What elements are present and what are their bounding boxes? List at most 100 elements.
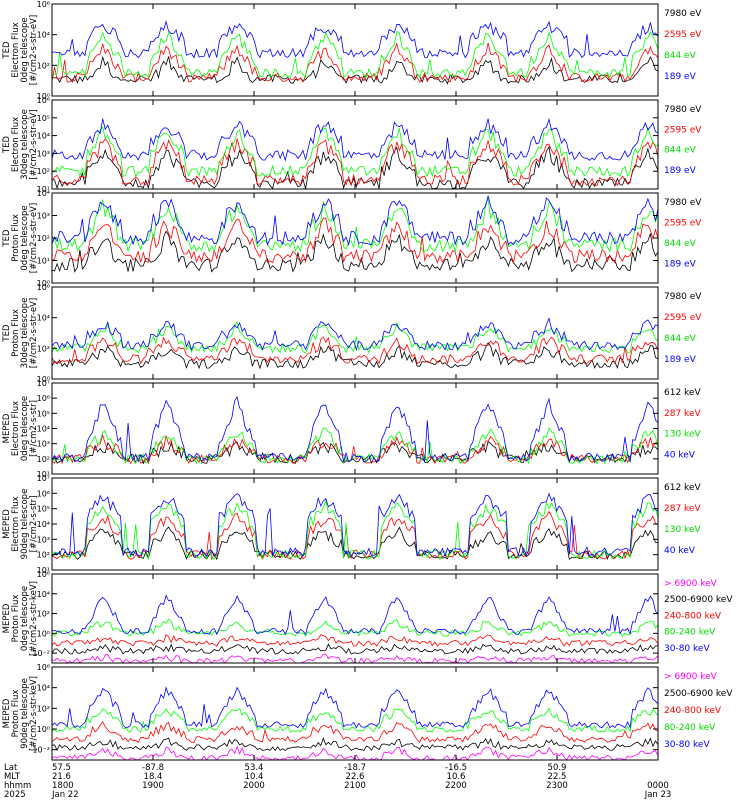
series-line-2	[51, 336, 659, 365]
legend-entry: 2500-6900 keV	[664, 595, 733, 605]
series-line-3	[51, 633, 659, 647]
series-line-5	[51, 594, 659, 636]
legend-entry: 7980 eV	[664, 9, 702, 19]
y-axis-label: TED	[2, 135, 12, 154]
y-tick-label: 10⁵	[37, 409, 50, 418]
y-tick-label: 10¹	[37, 257, 50, 266]
series-line-4	[51, 317, 659, 352]
x-tick-label: 2200	[445, 781, 467, 791]
x-tick-label: 2000	[243, 781, 265, 791]
series-line-3	[51, 426, 659, 465]
series-line-4	[51, 707, 659, 733]
x-tick-label: 10.6	[447, 772, 466, 782]
x-tick-label: 10.4	[245, 772, 264, 782]
x-tick-label: 22.5	[548, 772, 567, 782]
y-tick-label: 10⁰	[37, 725, 50, 734]
y-axis-label: 0deg telescope	[20, 205, 30, 270]
series-line-2	[51, 42, 659, 84]
series-line-4	[51, 20, 659, 59]
x-row-label: MLT	[4, 772, 21, 782]
legend-entry: 189 eV	[664, 355, 697, 365]
legend-entry: 287 keV	[664, 409, 701, 419]
y-tick-label: 10⁴	[37, 684, 50, 693]
series-line-2	[51, 510, 659, 561]
series-line-5	[51, 686, 659, 729]
y-tick-label: 10³	[37, 535, 50, 544]
legend-entry: 80-240 keV	[664, 628, 716, 638]
panel-5: 10¹ 10² 10³ 10⁴ 10⁵ 10⁶ 10⁷ MEPED Electron Flux 0…	[2, 379, 701, 479]
series-line-1	[51, 230, 659, 273]
y-tick-label: 10⁰	[37, 629, 50, 638]
legend-entry: 240-800 keV	[664, 706, 722, 716]
y-tick-label: 10²	[37, 551, 50, 560]
x-tick-label: 18.4	[144, 772, 163, 782]
series-line-1	[51, 526, 659, 561]
legend-entry: 189 eV	[664, 166, 697, 176]
y-tick-label: 10⁷	[37, 474, 50, 483]
y-axis-label: Electron Flux	[11, 496, 21, 551]
x-row-label: Lat	[4, 763, 18, 773]
y-tick-label: 10¹	[37, 185, 50, 194]
panel-6: 10¹ 10² 10³ 10⁴ 10⁵ 10⁶ 10⁷ MEPED Electron Flux 9…	[2, 474, 701, 575]
y-tick-label: 10⁶	[37, 0, 50, 9]
legend-entry: 7980 eV	[664, 292, 702, 302]
y-axis-label: Proton Flux	[11, 595, 21, 643]
y-tick-label: 10²	[37, 167, 50, 176]
legend-entry: 130 keV	[664, 430, 701, 440]
y-axis-label: MEPED	[2, 603, 12, 633]
y-tick-label: 10²	[37, 61, 50, 70]
y-axis-label: Electron Flux	[11, 117, 21, 172]
x-tick-label: 1900	[142, 781, 164, 791]
legend-entry: 287 keV	[664, 504, 701, 514]
legend-entry: > 6900 keV	[664, 579, 718, 589]
x-tick-label: 1800	[52, 781, 74, 791]
legend-entry: 240-800 keV	[664, 611, 722, 621]
legend-entry: 2595 eV	[664, 313, 702, 323]
legend-entry: 80-240 keV	[664, 723, 716, 733]
panel-8: 10⁻² 10⁰ 10² 10⁴ 10⁶ MEPED Proton Flux 90deg te…	[2, 663, 733, 761]
x-tick-label: 50.9	[548, 763, 567, 773]
x-tick-label: -18.7	[344, 763, 366, 773]
legend-entry: 2595 eV	[664, 219, 702, 229]
y-axis-label: [#/cm2-s-str-keV]	[29, 581, 39, 656]
legend-entry: 189 eV	[664, 72, 697, 82]
y-axis-label: TED	[2, 229, 12, 248]
y-axis-label: [#/cm2-s-str]	[29, 496, 39, 553]
y-axis-label: 30deg telescope	[20, 298, 30, 369]
y-tick-label: 10²	[37, 610, 50, 619]
y-axis-label: Proton Flux	[11, 690, 21, 738]
y-axis-label: Electron Flux	[11, 22, 21, 77]
y-tick-label: 10⁴	[37, 189, 50, 198]
series-line-3	[51, 30, 659, 79]
legend-entry: 7980 eV	[664, 198, 702, 208]
y-tick-label: 10⁶	[37, 489, 50, 498]
y-tick-label: 10⁵	[37, 505, 50, 514]
series-line-3	[51, 197, 659, 253]
y-tick-label: 10⁴	[37, 314, 50, 323]
legend-entry: > 6900 keV	[664, 672, 718, 682]
y-tick-label: 10⁻²	[32, 649, 50, 658]
y-tick-label: 10²	[37, 455, 50, 464]
y-axis-label: [#/cm2-s-str-eV]	[29, 109, 39, 179]
x-tick-label: 57.5	[52, 763, 71, 773]
y-axis-label: 0deg telescope	[20, 17, 30, 82]
x-tick-label: 0000	[647, 781, 669, 791]
y-axis-label: TED	[2, 324, 12, 343]
x-tick-label: Jan 23	[644, 790, 672, 800]
y-tick-label: 10³	[37, 440, 50, 449]
legend-entry: 612 keV	[664, 388, 701, 398]
x-tick-label: 53.4	[245, 763, 264, 773]
y-axis-label: Proton Flux	[11, 309, 21, 357]
y-tick-label: 10⁰	[37, 375, 50, 384]
y-axis-label: 30deg telescope	[20, 109, 30, 180]
panel-frame	[51, 573, 659, 664]
series-line-2	[51, 138, 659, 187]
y-axis-label: 90deg telescope	[20, 489, 30, 560]
y-tick-label: 10⁴	[37, 520, 50, 529]
y-tick-label: 10¹	[37, 566, 50, 575]
series-line-4	[51, 117, 659, 162]
panel-1: 10⁰ 10² 10⁴ 10⁶ TED Electron Flux 0deg telesco…	[2, 0, 702, 101]
y-axis-label: [#/cm2-s-str]	[29, 400, 39, 457]
x-row-label: 2025	[4, 790, 26, 800]
